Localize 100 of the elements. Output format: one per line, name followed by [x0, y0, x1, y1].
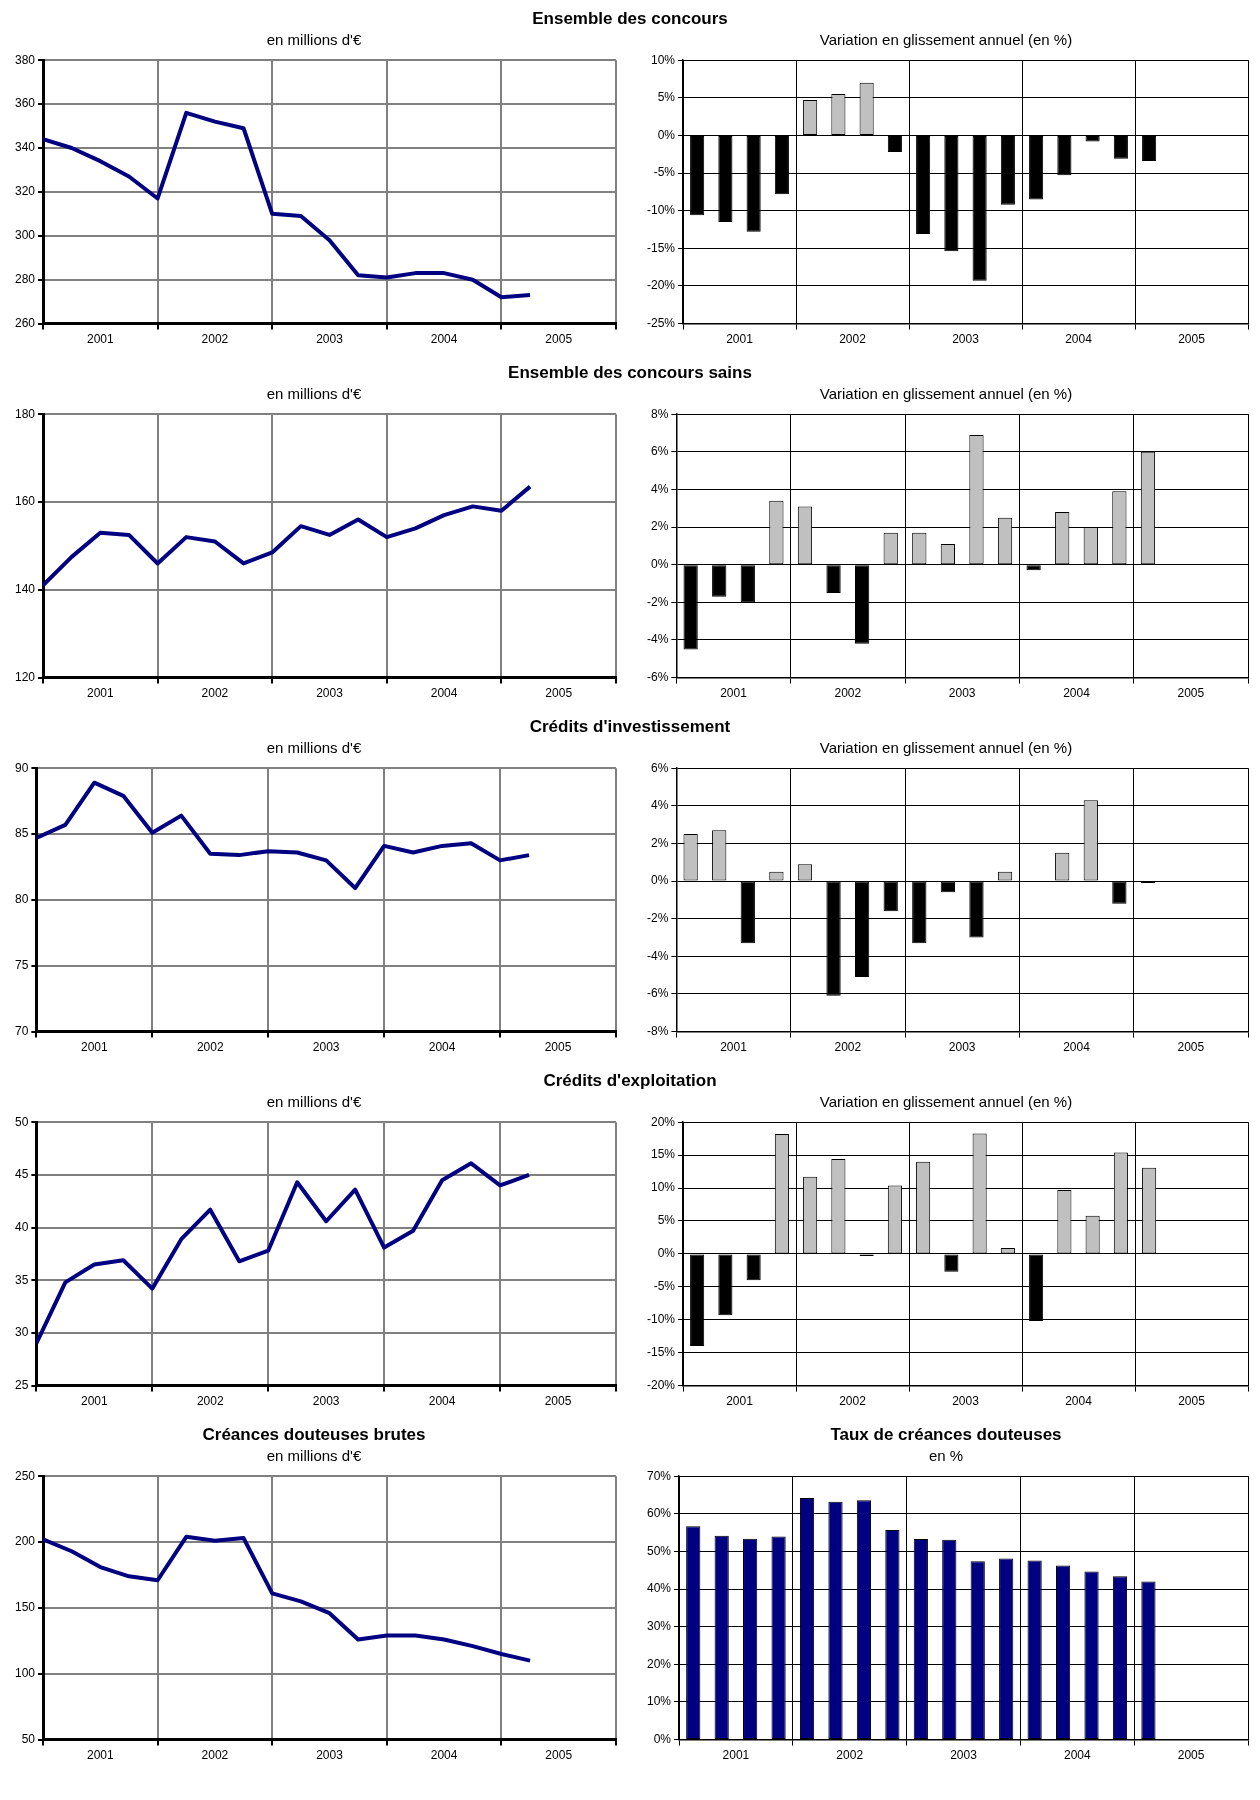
- y-tick-label: 20%: [646, 1656, 672, 1671]
- y-tick-label: 0%: [653, 1731, 672, 1746]
- x-tick-label: 2004: [1065, 1394, 1093, 1409]
- x-tick-label: 2002: [839, 1394, 867, 1409]
- chart-subtitle: Variation en glissement annuel (en %): [818, 1092, 1074, 1112]
- x-tick-label: 2002: [196, 1394, 224, 1409]
- y-tick-label: -25%: [647, 315, 676, 330]
- x-tick-label: 2004: [428, 1040, 456, 1055]
- chart-subtitle: Variation en glissement annuel (en %): [818, 384, 1074, 404]
- x-tick-label: 2002: [201, 332, 229, 347]
- y-tick-label: 340: [14, 140, 36, 155]
- x-tick-label: 2005: [1177, 1748, 1205, 1763]
- x-tick-label: 2003: [316, 332, 344, 347]
- x-tick-label: 2004: [430, 1748, 458, 1763]
- y-tick-label: -10%: [647, 203, 676, 218]
- y-tick-label: 85: [14, 826, 29, 841]
- y-tick-label: 2%: [651, 835, 669, 850]
- x-tick-label: 2005: [1178, 1394, 1206, 1409]
- y-tick-label: 120: [14, 669, 36, 684]
- y-tick-label: -15%: [647, 240, 676, 255]
- y-tick-label: -4%: [647, 948, 669, 963]
- x-tick-label: 2002: [834, 1040, 862, 1055]
- y-tick-label: -5%: [653, 165, 676, 180]
- chart-subtitle: en millions d'€: [265, 30, 363, 50]
- y-tick-label: 30: [14, 1325, 29, 1340]
- chart-subtitle: en millions d'€: [265, 1446, 363, 1466]
- y-tick-label: 5%: [657, 90, 676, 105]
- x-tick-label: 2003: [312, 1040, 340, 1055]
- x-tick-label: 2004: [1063, 1748, 1091, 1763]
- y-tick-label: 50%: [646, 1543, 672, 1558]
- y-tick-label: 75: [14, 958, 29, 973]
- y-tick-label: -4%: [647, 632, 669, 647]
- y-tick-label: 250: [14, 1468, 36, 1483]
- y-tick-label: 280: [14, 272, 36, 287]
- y-tick-label: -20%: [647, 278, 676, 293]
- y-tick-label: 200: [14, 1534, 36, 1549]
- chart-subtitle: Variation en glissement annuel (en %): [818, 738, 1074, 758]
- y-tick-label: 70: [14, 1023, 29, 1038]
- y-tick-label: -10%: [647, 1312, 676, 1327]
- y-tick-label: 300: [14, 228, 36, 243]
- y-tick-label: 0%: [651, 557, 669, 572]
- y-tick-label: 260: [14, 315, 36, 330]
- y-tick-label: 50: [14, 1114, 29, 1129]
- x-tick-label: 2005: [545, 686, 573, 701]
- y-tick-label: -20%: [647, 1377, 676, 1392]
- x-tick-label: 2004: [1063, 1040, 1091, 1055]
- x-tick-label: 2004: [1065, 332, 1093, 347]
- x-tick-label: 2004: [430, 686, 458, 701]
- y-tick-label: -6%: [647, 669, 669, 684]
- x-tick-label: 2003: [316, 686, 344, 701]
- y-tick-label: 6%: [651, 760, 669, 775]
- x-tick-label: 2005: [1178, 332, 1206, 347]
- x-tick-label: 2003: [952, 332, 980, 347]
- x-tick-label: 2003: [952, 1394, 980, 1409]
- y-tick-label: 0%: [651, 873, 669, 888]
- x-tick-label: 2005: [545, 332, 573, 347]
- y-tick-label: 20%: [650, 1114, 676, 1129]
- y-tick-label: 30%: [646, 1619, 672, 1634]
- y-tick-label: 10%: [650, 1180, 676, 1195]
- y-tick-label: 0%: [657, 1246, 676, 1261]
- y-tick-label: 80: [14, 892, 29, 907]
- y-tick-label: 140: [14, 582, 36, 597]
- x-tick-label: 2001: [86, 686, 114, 701]
- y-tick-label: -5%: [653, 1279, 676, 1294]
- x-tick-label: 2005: [1177, 686, 1205, 701]
- x-tick-label: 2001: [722, 1748, 750, 1763]
- y-tick-label: 5%: [657, 1213, 676, 1228]
- y-tick-label: 4%: [651, 481, 669, 496]
- x-tick-label: 2002: [834, 686, 862, 701]
- chart-title: Créances douteuses brutes: [201, 1424, 427, 1446]
- x-tick-label: 2003: [312, 1394, 340, 1409]
- x-tick-label: 2004: [1063, 686, 1091, 701]
- y-tick-label: 60%: [646, 1506, 672, 1521]
- y-tick-label: 160: [14, 494, 36, 509]
- y-tick-label: 150: [14, 1600, 36, 1615]
- chart-subtitle: en millions d'€: [265, 1092, 363, 1112]
- y-tick-label: 180: [14, 406, 36, 421]
- y-tick-label: 360: [14, 96, 36, 111]
- x-tick-label: 2002: [196, 1040, 224, 1055]
- chart-title: Taux de créances douteuses: [829, 1424, 1063, 1446]
- y-tick-label: 35: [14, 1272, 29, 1287]
- x-tick-label: 2003: [948, 1040, 976, 1055]
- chart-title: Crédits d'investissement: [528, 716, 732, 738]
- y-tick-label: 90: [14, 760, 29, 775]
- y-tick-label: 100: [14, 1666, 36, 1681]
- x-tick-label: 2005: [544, 1040, 572, 1055]
- y-tick-label: 0%: [657, 127, 676, 142]
- x-tick-label: 2004: [430, 332, 458, 347]
- y-tick-label: -8%: [647, 1023, 669, 1038]
- x-tick-label: 2005: [545, 1748, 573, 1763]
- chart-subtitle: en %: [927, 1446, 965, 1466]
- x-tick-label: 2001: [86, 1748, 114, 1763]
- chart-subtitle: Variation en glissement annuel (en %): [818, 30, 1074, 50]
- y-tick-label: 70%: [646, 1468, 672, 1483]
- chart-title: Ensemble des concours: [531, 8, 729, 30]
- x-tick-label: 2003: [316, 1748, 344, 1763]
- y-tick-label: 40%: [646, 1581, 672, 1596]
- y-tick-label: 320: [14, 184, 36, 199]
- x-tick-label: 2005: [544, 1394, 572, 1409]
- chart-title: Crédits d'exploitation: [542, 1070, 718, 1092]
